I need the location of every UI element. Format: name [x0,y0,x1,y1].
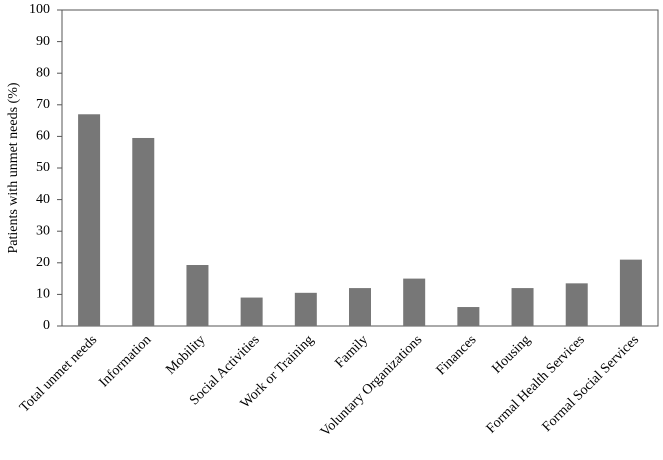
y-tick-label: 70 [36,97,50,112]
y-tick-label: 80 [36,65,50,80]
x-tick-label: Finances [434,332,480,378]
bar [294,292,317,326]
bar [403,278,426,326]
y-tick-label: 60 [36,129,50,144]
y-tick-label: 10 [36,287,50,302]
x-tick-label: Formal Social Services [540,332,642,434]
x-tick-label: Housing [489,332,533,376]
bar [240,297,263,326]
y-tick-label: 40 [36,192,50,207]
bar [457,307,480,326]
bar [349,288,371,326]
y-tick-label: 90 [36,34,50,49]
y-tick-label: 20 [36,255,50,270]
bar [78,114,101,326]
x-tick-label: Information [96,332,154,390]
y-tick-label: 100 [29,2,50,17]
y-tick-label: 50 [36,160,50,175]
bar [132,137,155,326]
bar [511,288,534,326]
bar [619,259,642,326]
bar [186,265,209,326]
x-tick-label: Total unmet needs [17,332,100,415]
x-tick-label: Voluntary Organizations [318,332,425,439]
y-tick-label: 30 [36,223,50,238]
x-tick-label: Mobility [163,332,208,377]
bar [565,283,588,326]
y-axis-label: Patients with unmet needs (%) [6,82,21,253]
x-tick-label: Family [332,332,371,371]
x-tick-label: Formal Health Services [484,332,588,436]
y-tick-label: 0 [43,318,50,333]
